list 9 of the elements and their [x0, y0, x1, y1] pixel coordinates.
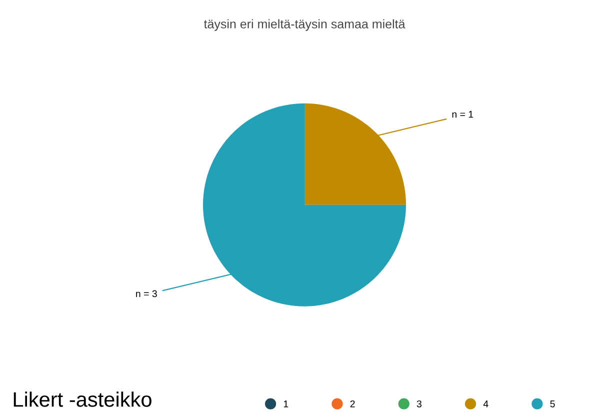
- legend-label: 1: [284, 400, 288, 408]
- legend-label: 2: [350, 400, 355, 408]
- chart-title: täysin eri mieltä-täysin samaa mieltä: [204, 19, 406, 31]
- legend-label: 3: [416, 400, 422, 408]
- data-label: n = 1: [452, 110, 474, 118]
- legend-label: 5: [550, 400, 555, 408]
- legend-title: Likert -asteikko: [14, 392, 152, 407]
- data-label: n = 3: [136, 290, 157, 298]
- legend-label: 4: [483, 400, 488, 408]
